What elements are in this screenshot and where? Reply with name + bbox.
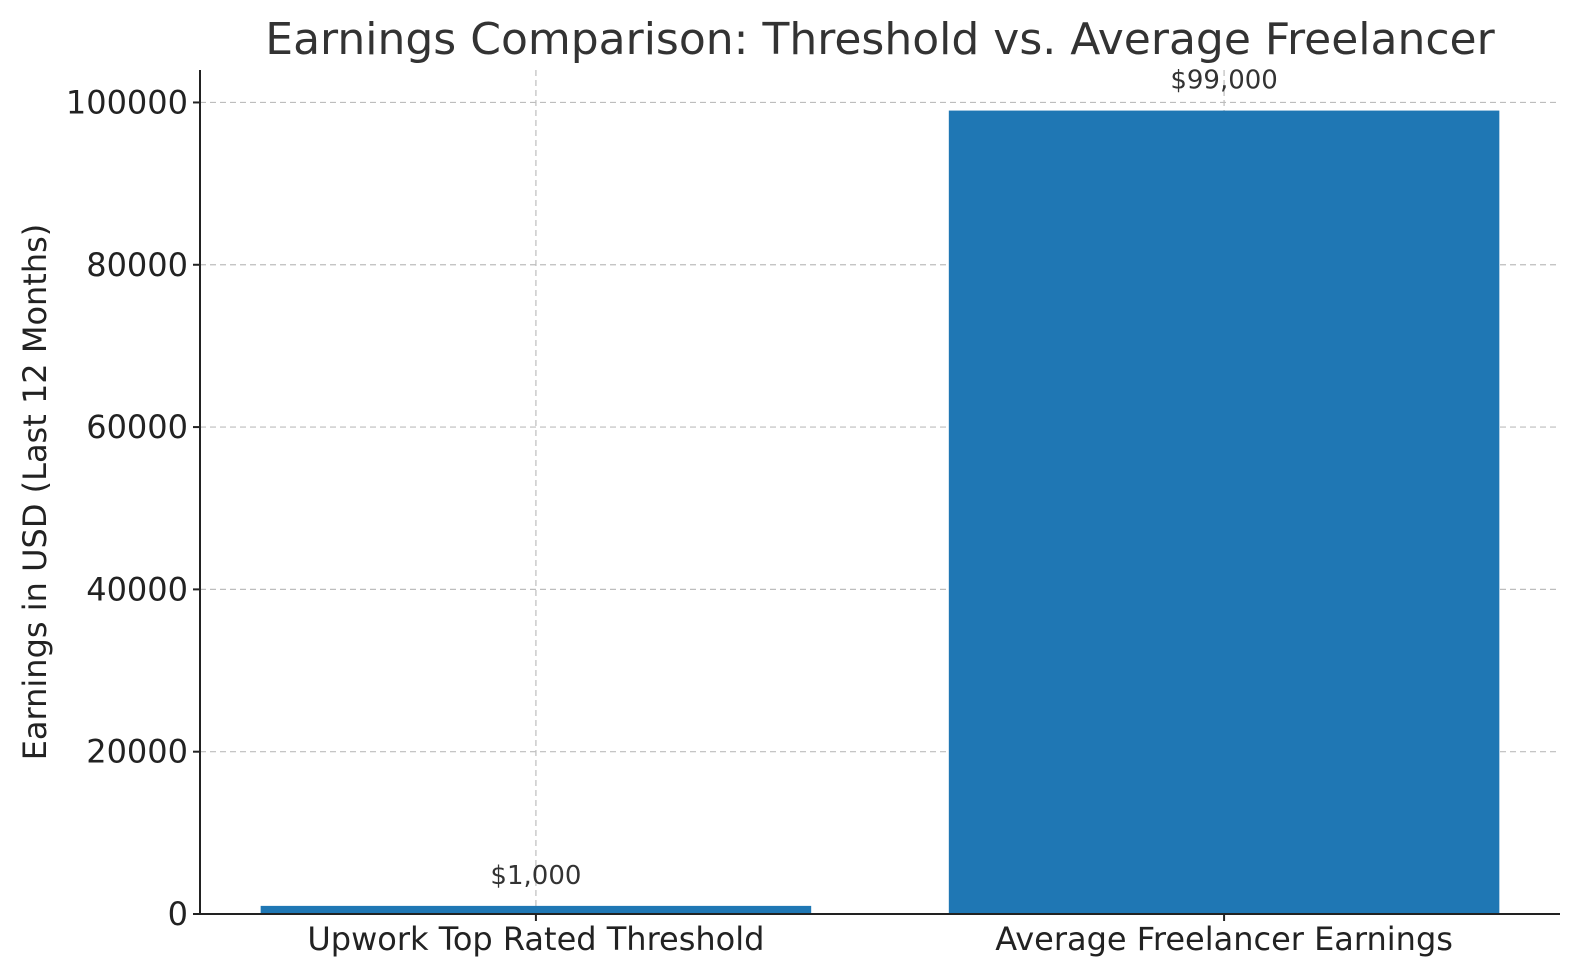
x-tick-label: Upwork Top Rated Threshold [307,920,764,958]
bars [260,110,1500,915]
ticks: 0 20000 40000 60000 80000 100000 Upwork Top Ra… [66,83,1453,958]
chart-title: Earnings Comparison: Threshold vs. Avera… [265,14,1495,65]
bar [260,905,812,914]
axes [199,70,1560,915]
bar-value-label: $1,000 [490,861,581,891]
y-tick-label: 60000 [86,408,188,446]
y-tick-label: 80000 [86,246,188,284]
bar-value-label: $99,000 [1170,66,1278,96]
x-tick-label: Average Freelancer Earnings [995,920,1453,958]
bar [948,110,1500,915]
y-tick-label: 40000 [86,570,188,608]
y-tick-label: 100000 [66,83,188,121]
y-tick-label: 0 [168,895,188,933]
y-tick-label: 20000 [86,733,188,771]
data-labels: $1,000 $99,000 [490,66,1277,891]
y-axis-label: Earnings in USD (Last 12 Months) [16,224,54,761]
